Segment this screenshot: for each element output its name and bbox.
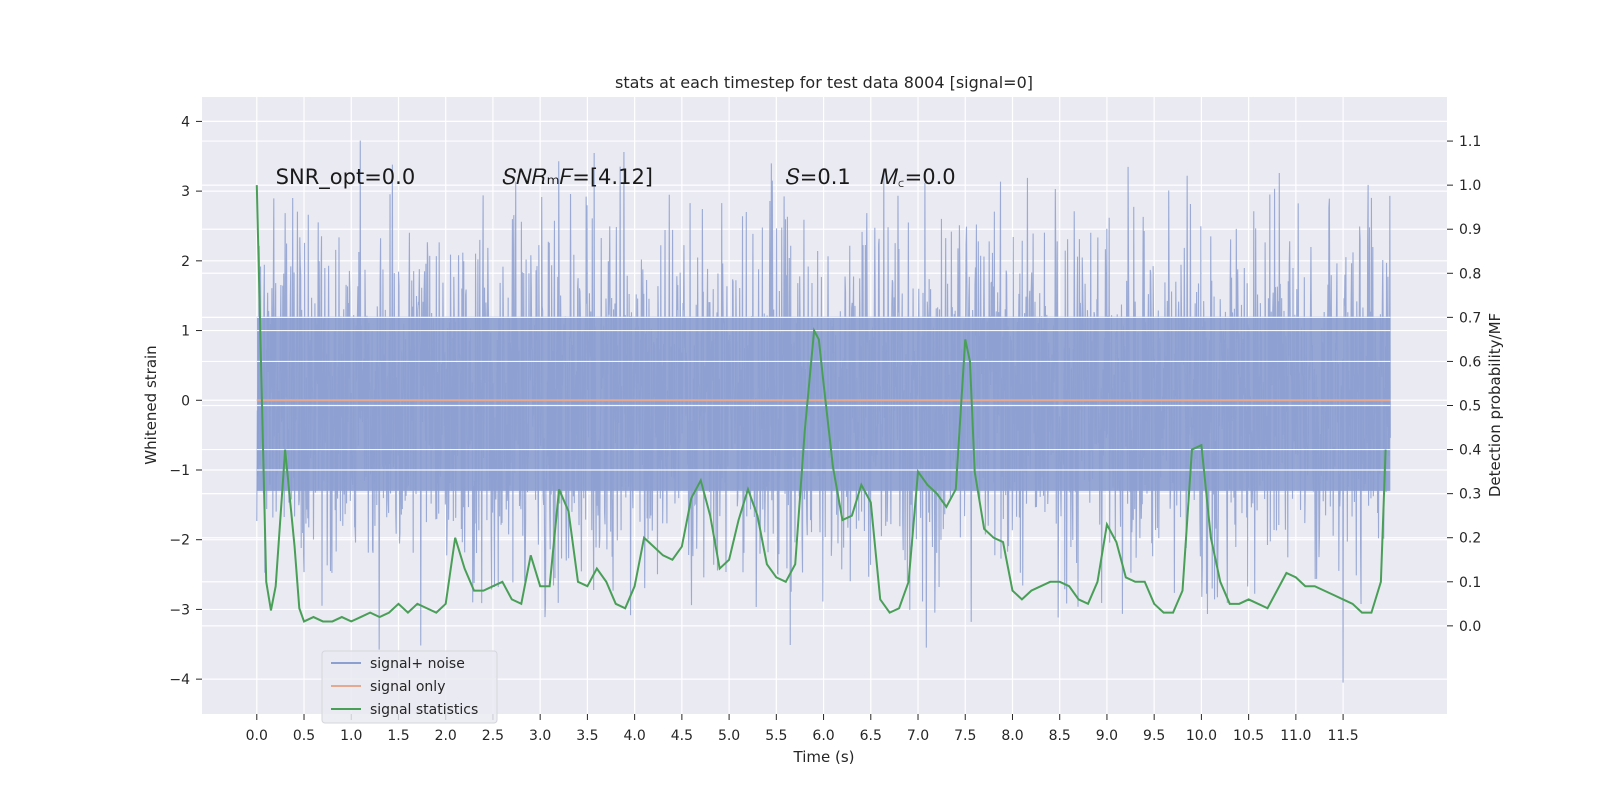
x-tick-label: 6.5 — [860, 728, 882, 744]
y-right-tick-label: 0.8 — [1459, 266, 1481, 282]
x-tick-label: 9.0 — [1096, 728, 1118, 744]
y-right-axis-ticks: 0.0 0.1 0.2 0.3 0.4 0.5 0.6 0.7 0.8 0.9 1.0 1.1 — [1447, 134, 1481, 635]
y-left-tick-label: 3 — [181, 184, 190, 200]
x-tick-label: 10.5 — [1233, 728, 1264, 744]
y-left-tick-label: −4 — [169, 672, 190, 688]
x-tick-label: 7.5 — [954, 728, 976, 744]
x-tick-label: 11.5 — [1328, 728, 1359, 744]
y-right-tick-label: 0.6 — [1459, 354, 1481, 370]
y-left-axis-ticks: −4 −3 −2 −1 0 1 2 3 4 — [169, 114, 202, 688]
signal-statistics-line — [255, 185, 1387, 623]
legend-label-signal-only: signal only — [370, 679, 445, 695]
x-tick-label: 8.0 — [1001, 728, 1023, 744]
series-signal-noise — [256, 140, 1391, 683]
x-tick-label: 10.0 — [1186, 728, 1217, 744]
y-right-tick-label: 0.3 — [1459, 487, 1481, 503]
x-tick-label: 3.0 — [529, 728, 551, 744]
annotation-text: SNR_opt=0.0 — [276, 165, 416, 190]
y-right-tick-label: 0.2 — [1459, 531, 1481, 547]
annotations: SNR_opt=0.0 𝑆𝑁𝑅ₘ𝐹=[4.12] 𝑆=0.1 𝑀꜀=0.0 — [276, 165, 956, 190]
x-tick-label: 4.0 — [623, 728, 645, 744]
x-tick-label: 3.5 — [576, 728, 598, 744]
x-tick-label: 0.5 — [293, 728, 315, 744]
legend: signal+ noise signal only signal statist… — [321, 650, 498, 724]
x-tick-label: 2.0 — [435, 728, 457, 744]
y-right-tick-label: 0.0 — [1459, 619, 1481, 635]
y-left-tick-label: 1 — [181, 324, 190, 340]
x-tick-label: 4.5 — [671, 728, 693, 744]
y-left-tick-label: −3 — [169, 602, 190, 618]
annotation-text: 𝑀꜀=0.0 — [880, 165, 955, 189]
x-tick-label: 1.0 — [340, 728, 362, 744]
legend-box — [321, 650, 498, 724]
chart-title: stats at each timestep for test data 800… — [615, 73, 1033, 92]
series-signal-statistics — [255, 185, 1387, 623]
y-right-tick-label: 1.0 — [1459, 178, 1481, 194]
y-right-tick-label: 0.1 — [1459, 575, 1481, 591]
y-left-tick-label: 2 — [181, 254, 190, 270]
x-tick-label: 1.5 — [387, 728, 409, 744]
y-right-tick-label: 0.4 — [1459, 443, 1481, 459]
y-right-tick-label: 1.1 — [1459, 134, 1481, 150]
y-left-tick-label: 0 — [181, 393, 190, 409]
x-tick-label: 7.0 — [907, 728, 929, 744]
y-right-tick-label: 0.5 — [1459, 399, 1481, 415]
x-axis-label: Time (s) — [793, 748, 855, 766]
y-left-tick-label: −1 — [169, 463, 190, 479]
x-tick-label: 5.0 — [718, 728, 740, 744]
x-tick-label: 0.0 — [246, 728, 268, 744]
y-left-tick-label: −2 — [169, 533, 190, 549]
x-tick-label: 2.5 — [482, 728, 504, 744]
x-tick-label: 11.0 — [1280, 728, 1311, 744]
y-right-tick-label: 0.9 — [1459, 222, 1481, 238]
x-tick-label: 8.5 — [1049, 728, 1071, 744]
x-tick-label: 5.5 — [765, 728, 787, 744]
x-tick-label: 6.0 — [812, 728, 834, 744]
x-axis-ticks: 0.0 0.5 1.0 1.5 2.0 2.5 3.0 3.5 4.0 4.5 5.0 5.5 6.0 6… — [246, 714, 1359, 744]
y-left-axis-label: Whitened strain — [142, 345, 160, 464]
legend-label-signal-statistics: signal statistics — [370, 702, 478, 718]
x-tick-label: 9.5 — [1143, 728, 1165, 744]
legend-label-signal-noise: signal+ noise — [370, 656, 465, 672]
annotation-text: 𝑆=0.1 — [786, 165, 851, 189]
y-right-tick-label: 0.7 — [1459, 310, 1481, 326]
signal-noise-core — [256, 316, 1391, 491]
annotation-text: 𝑆𝑁𝑅ₘ𝐹=[4.12] — [502, 165, 653, 189]
y-right-axis-label: Detection probability/MF — [1486, 313, 1504, 497]
y-left-tick-label: 4 — [181, 114, 190, 130]
